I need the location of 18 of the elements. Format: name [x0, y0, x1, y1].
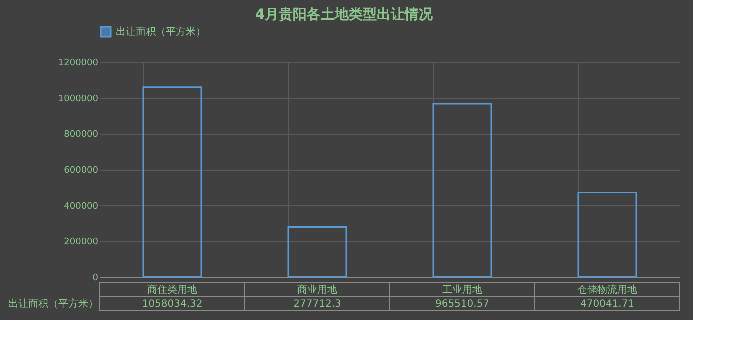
data-label: 1058034.32 — [142, 299, 203, 310]
y-tick-label: 800000 — [64, 130, 99, 140]
x-tick-label: 商住类用地 — [148, 284, 198, 296]
x-tick-label: 商业用地 — [298, 284, 338, 296]
y-tick-label: 400000 — [64, 202, 99, 212]
y-tick-label: 0 — [92, 274, 99, 284]
data-label: 470041.71 — [580, 299, 635, 310]
y-tick-label: 600000 — [64, 166, 99, 176]
text: 出让面积（平方米） — [8, 299, 98, 310]
x-tick-label: 工业用地 — [442, 284, 482, 296]
y-tick-label: 200000 — [64, 238, 99, 248]
y-tick-label: 1000000 — [58, 94, 99, 104]
chart-title: 4月贵阳各土地类型出让情况 — [255, 7, 434, 23]
x-tick-label: 仓储物流用地 — [578, 284, 638, 296]
data-label: 965510.57 — [435, 299, 490, 310]
y-tick-label: 1200000 — [58, 58, 99, 68]
legend-label: 出让面积（平方米） — [116, 26, 206, 38]
data-label: 277712.3 — [294, 299, 342, 310]
